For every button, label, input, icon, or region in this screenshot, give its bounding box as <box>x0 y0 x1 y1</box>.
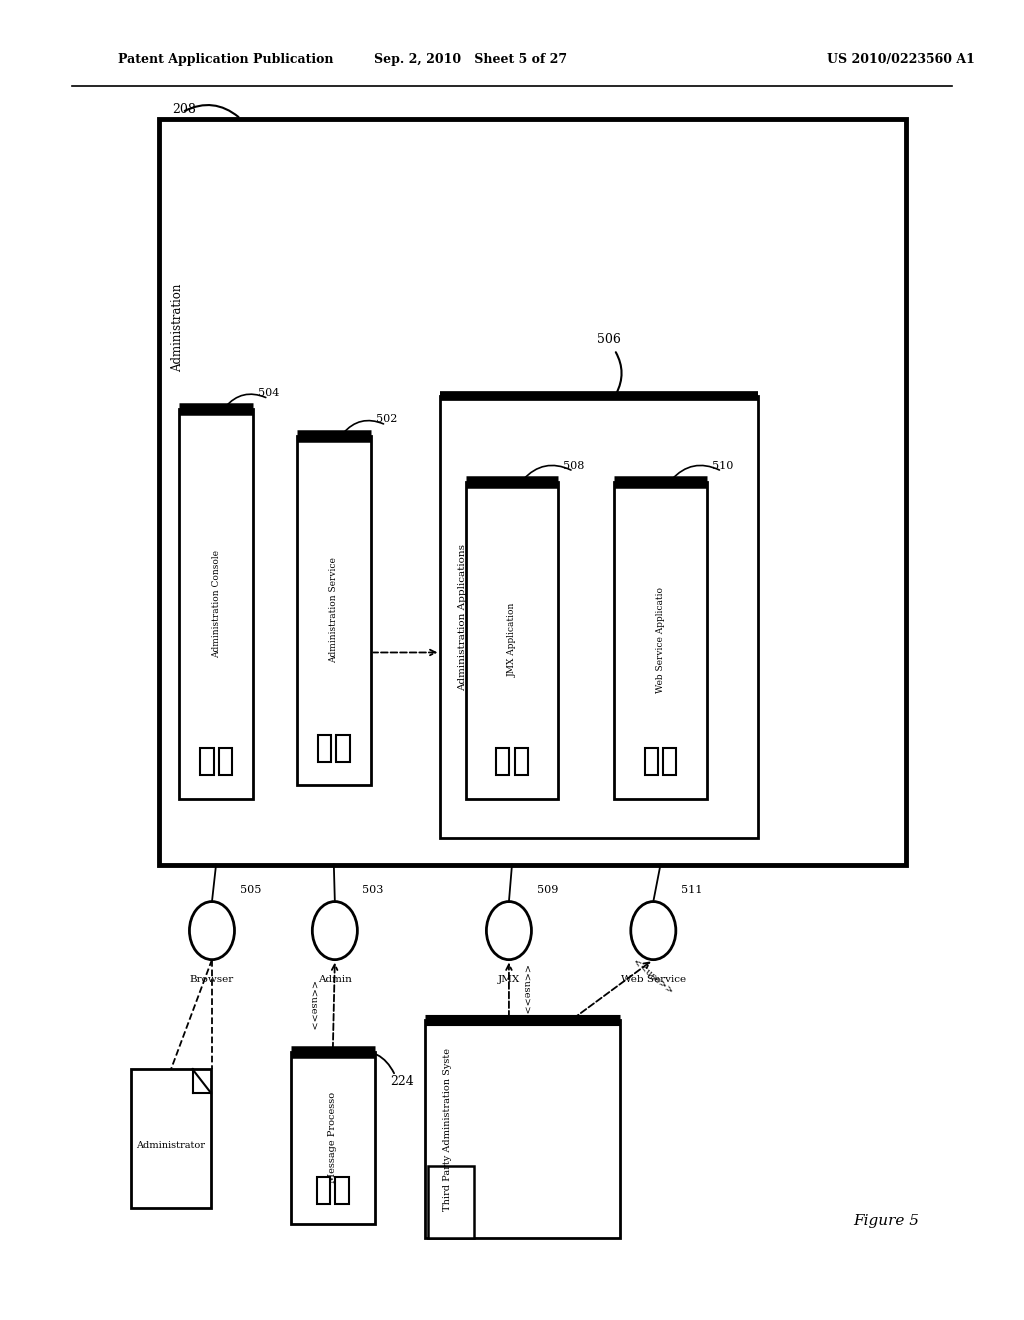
Bar <box>200 748 213 775</box>
Bar <box>179 409 253 799</box>
Text: Administrator: Administrator <box>136 1140 206 1150</box>
Text: Sep. 2, 2010   Sheet 5 of 27: Sep. 2, 2010 Sheet 5 of 27 <box>375 53 567 66</box>
Text: Administration Console: Administration Console <box>212 550 220 657</box>
Text: <<use>>: <<use>> <box>631 957 674 997</box>
Bar <box>291 1052 375 1224</box>
Text: 208: 208 <box>172 103 196 116</box>
Text: Administration Service: Administration Service <box>330 557 338 664</box>
Bar <box>336 735 349 762</box>
Text: Administration: Administration <box>171 284 183 372</box>
Text: 509: 509 <box>537 884 558 895</box>
Bar <box>496 748 510 775</box>
Text: 505: 505 <box>240 884 261 895</box>
Bar <box>316 1177 330 1204</box>
Bar <box>664 748 676 775</box>
Text: 506: 506 <box>597 333 622 346</box>
Bar <box>428 1166 474 1238</box>
Bar <box>159 119 906 865</box>
Text: <<use>>: <<use>> <box>308 981 316 1031</box>
Bar <box>466 482 558 799</box>
Bar <box>219 748 231 775</box>
Text: Message Processo: Message Processo <box>329 1092 337 1184</box>
Text: JMX Application: JMX Application <box>508 603 516 677</box>
Text: 510: 510 <box>712 461 733 471</box>
Text: Patent Application Publication: Patent Application Publication <box>118 53 333 66</box>
Text: 503: 503 <box>362 884 384 895</box>
Bar <box>425 1020 620 1238</box>
Text: JMX: JMX <box>498 975 520 985</box>
Text: <<use>>: <<use>> <box>521 965 530 1015</box>
Text: Third Party Administration Syste: Third Party Administration Syste <box>443 1048 452 1210</box>
Text: Figure 5: Figure 5 <box>853 1214 919 1228</box>
Text: 508: 508 <box>563 461 585 471</box>
Text: 504: 504 <box>258 388 280 399</box>
Bar <box>514 748 528 775</box>
Text: 224: 224 <box>390 1074 414 1088</box>
Text: Browser: Browser <box>189 975 234 985</box>
Text: US 2010/0223560 A1: US 2010/0223560 A1 <box>827 53 975 66</box>
Text: Administration Applications: Administration Applications <box>459 544 467 690</box>
Bar <box>335 1177 348 1204</box>
Bar <box>131 1069 211 1208</box>
Bar <box>614 482 707 799</box>
Bar <box>297 436 371 785</box>
Text: 502: 502 <box>376 414 397 425</box>
Text: Web Service: Web Service <box>621 975 686 985</box>
Bar <box>440 396 758 838</box>
Text: 511: 511 <box>681 884 702 895</box>
Bar <box>645 748 658 775</box>
Bar <box>317 735 331 762</box>
Text: Web Service Applicatio: Web Service Applicatio <box>656 587 665 693</box>
Text: Admin: Admin <box>317 975 352 985</box>
